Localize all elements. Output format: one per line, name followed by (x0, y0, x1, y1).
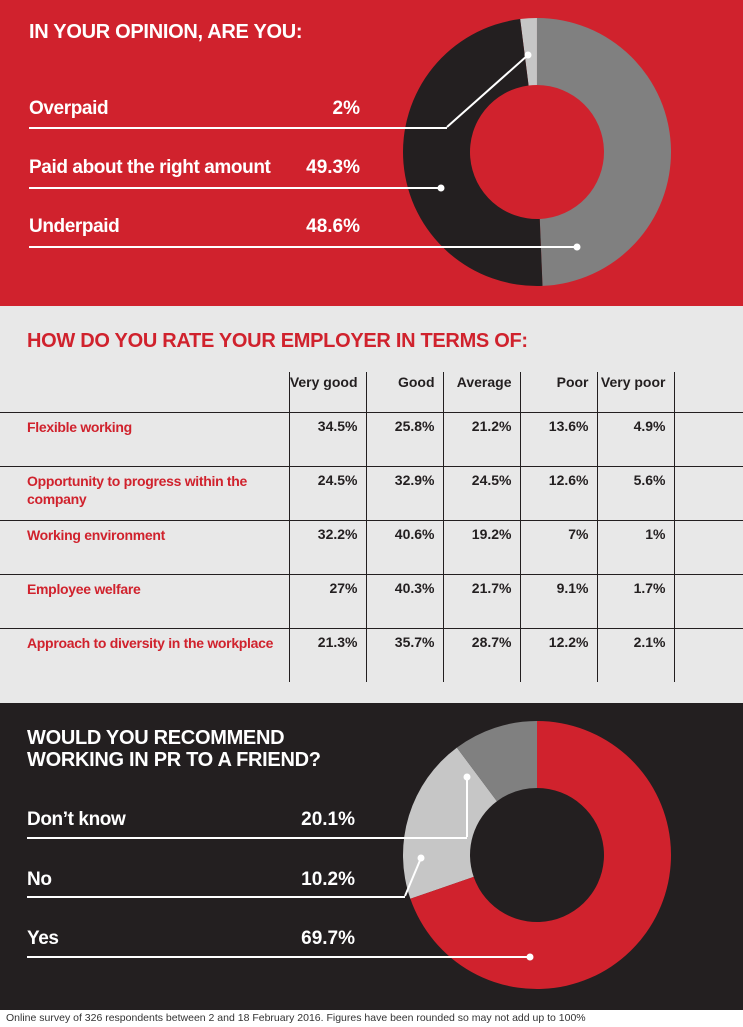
leader-line-right-amount (29, 187, 441, 189)
cell-very-poor: 1.7% (596, 574, 675, 629)
cell-average: 19.2% (442, 520, 520, 575)
leader-underpaid-dot (573, 243, 581, 251)
recommend-title: WOULD YOU RECOMMEND WORKING IN PR TO A F… (27, 727, 321, 771)
column-header-very-poor: Very poor (596, 372, 675, 413)
table-header-row: Very good Good Average Poor Very poor (0, 372, 743, 413)
pay-opinion-donut (403, 18, 671, 286)
cell-very-good: 27% (288, 574, 366, 629)
cell-poor: 12.6% (519, 466, 597, 521)
table-spacer-cell (674, 520, 743, 575)
cell-average: 24.5% (442, 466, 520, 521)
cell-very-poor: 1% (596, 520, 675, 575)
row-label: Opportunity to progress within the compa… (0, 466, 289, 521)
recommend-panel: WOULD YOU RECOMMEND WORKING IN PR TO A F… (0, 703, 743, 1010)
table-row: Employee welfare 27% 40.3% 21.7% 9.1% 1.7% (0, 574, 743, 629)
table-row: Opportunity to progress within the compa… (0, 466, 743, 521)
legend-label-underpaid: Underpaid (29, 216, 120, 237)
cell-average: 21.7% (442, 574, 520, 629)
cell-very-good: 21.3% (288, 628, 366, 682)
leader-no-dot (417, 854, 425, 862)
column-header-average: Average (442, 372, 520, 413)
row-label: Flexible working (0, 412, 289, 467)
cell-good: 40.3% (365, 574, 443, 629)
leader-line-no (27, 896, 405, 898)
cell-poor: 9.1% (519, 574, 597, 629)
cell-good: 32.9% (365, 466, 443, 521)
cell-very-poor: 4.9% (596, 412, 675, 467)
cell-very-good: 32.2% (288, 520, 366, 575)
table-row: Working environment 32.2% 40.6% 19.2% 7% 1% (0, 520, 743, 575)
table-spacer-cell (674, 628, 743, 682)
employer-rating-title: HOW DO YOU RATE YOUR EMPLOYER IN TERMS O… (27, 330, 528, 352)
table-spacer-cell (674, 574, 743, 629)
legend-label-right-amount: Paid about the right amount (29, 157, 271, 178)
column-header-good: Good (365, 372, 443, 413)
cell-very-poor: 5.6% (596, 466, 675, 521)
cell-good: 25.8% (365, 412, 443, 467)
row-label: Working environment (0, 520, 289, 575)
column-header-very-good: Very good (288, 372, 366, 413)
pay-opinion-title: IN YOUR OPINION, ARE YOU: (29, 21, 303, 43)
cell-very-good: 34.5% (288, 412, 366, 467)
recommend-donut (403, 721, 671, 989)
leader-yes-dot (526, 953, 534, 961)
leader-overpaid-dot (524, 51, 532, 59)
cell-average: 21.2% (442, 412, 520, 467)
table-spacer-cell (674, 466, 743, 521)
table-corner-cell (0, 372, 289, 413)
legend-label-no: No (27, 869, 52, 890)
leader-line-overpaid (29, 127, 447, 129)
donut-slice-1 (536, 18, 671, 286)
donut-slice-1 (456, 721, 537, 802)
legend-label-overpaid: Overpaid (29, 98, 109, 119)
donut-slice-2 (410, 721, 671, 989)
legend-value-yes: 69.7% (301, 928, 355, 949)
cell-good: 35.7% (365, 628, 443, 682)
cell-poor: 13.6% (519, 412, 597, 467)
row-label: Approach to diversity in the workplace (27, 634, 274, 651)
cell-very-poor: 2.1% (596, 628, 675, 682)
legend-value-overpaid: 2% (332, 98, 360, 119)
cell-poor: 7% (519, 520, 597, 575)
column-header-poor: Poor (519, 372, 597, 413)
leader-line-dont-know (27, 837, 467, 839)
cell-good: 40.6% (365, 520, 443, 575)
survey-footnote: Online survey of 326 respondents between… (0, 1010, 743, 1027)
legend-value-right-amount: 49.3% (306, 157, 360, 178)
legend-value-no: 10.2% (301, 869, 355, 890)
leader-overpaid-connector (446, 54, 529, 128)
table-row: Approach to diversity in the workplace 21… (0, 628, 743, 682)
leader-dont-know-dot (463, 773, 471, 781)
cell-poor: 12.2% (519, 628, 597, 682)
legend-value-underpaid: 48.6% (306, 216, 360, 237)
pay-opinion-panel: IN YOUR OPINION, ARE YOU: Overpaid 2% Pa… (0, 0, 743, 306)
legend-label-dont-know: Don’t know (27, 809, 126, 830)
cell-very-good: 24.5% (288, 466, 366, 521)
leader-right-amount-dot (437, 184, 445, 192)
leader-no-connector (404, 857, 422, 897)
table-spacer-cell (674, 372, 743, 413)
donut-slice-0 (403, 747, 497, 899)
row-label: Employee welfare (0, 574, 289, 629)
employer-rating-table: Very good Good Average Poor Very poor Fl… (0, 372, 743, 682)
cell-average: 28.7% (442, 628, 520, 682)
table-row: Flexible working 34.5% 25.8% 21.2% 13.6% 4.9% (0, 412, 743, 467)
legend-label-yes: Yes (27, 928, 59, 949)
table-spacer-cell (674, 412, 743, 467)
leader-line-yes (27, 956, 530, 958)
donut-slice-2 (403, 19, 543, 286)
leader-line-underpaid (29, 246, 577, 248)
legend-value-dont-know: 20.1% (301, 809, 355, 830)
